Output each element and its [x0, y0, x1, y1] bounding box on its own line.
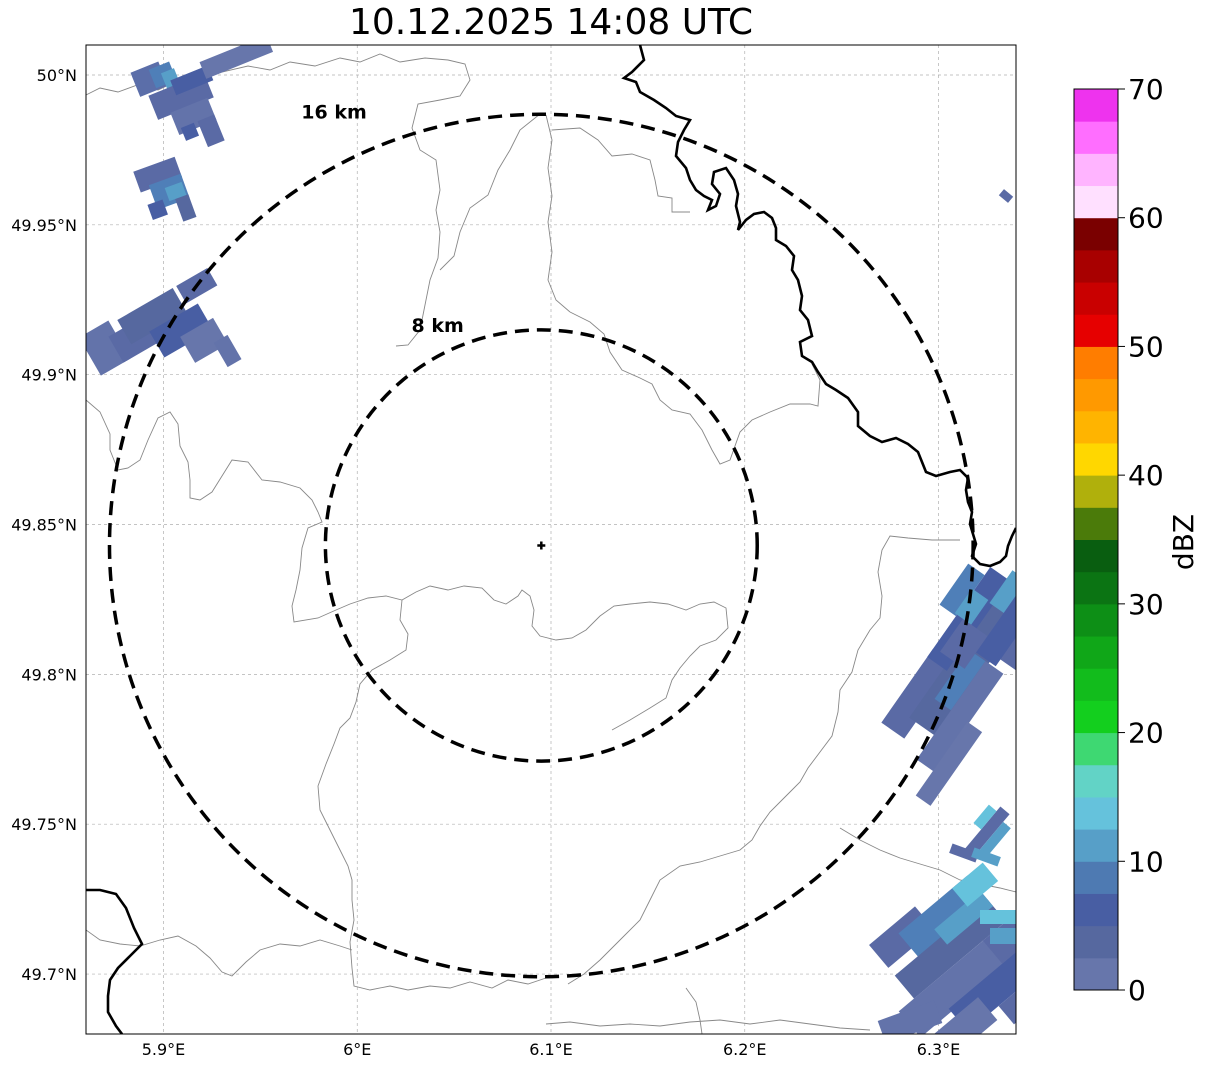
colorbar-segment: [1074, 475, 1118, 508]
colorbar-tick-label: 70: [1128, 73, 1164, 106]
gridlines: [86, 45, 1016, 1034]
colorbar-segment: [1074, 764, 1118, 798]
colorbar-segment: [1074, 153, 1118, 187]
colorbar-segment: [1074, 571, 1118, 605]
colorbar-segment: [1074, 507, 1118, 540]
range-ring-label: 16 km: [301, 102, 367, 124]
colorbar-segment: [1074, 732, 1118, 766]
colorbar-tick-label: 60: [1128, 202, 1164, 235]
colorbar-tick-label: 30: [1128, 588, 1164, 621]
lat-tick-label: 49.9°N: [21, 366, 77, 385]
lat-tick-label: 49.8°N: [21, 665, 77, 684]
colorbar-segment: [1074, 603, 1118, 637]
colorbar-segment: [1074, 442, 1118, 476]
colorbar-segment: [1074, 829, 1118, 862]
lon-tick-label: 6.2°E: [723, 1040, 767, 1059]
lon-tick-label: 6°E: [343, 1040, 371, 1059]
colorbar-segment: [1074, 539, 1118, 573]
lat-tick-label: 49.7°N: [21, 965, 77, 984]
colorbar-tick-label: 20: [1128, 717, 1164, 750]
colorbar: 0 10 20 30 40 50 60 70: [1073, 73, 1164, 1007]
lat-tick-label: 49.85°N: [11, 516, 77, 535]
colorbar-segment: [1074, 957, 1118, 991]
colorbar-segment: [1074, 636, 1118, 669]
colorbar-tick-label: 40: [1128, 459, 1164, 492]
radar-echoes: [86, 45, 1016, 1034]
lat-tick-labels: 50°N 49.95°N 49.9°N 49.85°N 49.8°N 49.75°N 49.…: [11, 66, 77, 984]
colorbar-frame: [1073, 88, 1119, 991]
colorbar-segment: [1074, 217, 1118, 251]
map-title: 10.12.2025 14:08 UTC: [348, 2, 754, 43]
lon-tick-label: 6.1°E: [529, 1040, 573, 1059]
lon-tick-label: 6.3°E: [917, 1040, 961, 1059]
colorbar-segment: [1074, 668, 1118, 701]
colorbar-segment: [1074, 282, 1118, 315]
colorbar-tick-label: 50: [1128, 330, 1164, 363]
colorbar-segment: [1074, 861, 1118, 894]
colorbar-segment: [1074, 121, 1118, 154]
range-ring: [323, 328, 759, 763]
lon-tick-label: 5.9°E: [142, 1040, 186, 1059]
lat-tick-label: 49.95°N: [11, 216, 77, 235]
colorbar-segment: [1074, 346, 1118, 380]
range-rings: 8 km 16 km: [107, 102, 975, 979]
colorbar-label: dBZ: [1167, 514, 1200, 570]
range-ring: [107, 112, 975, 979]
colorbar-segment: [1074, 185, 1118, 219]
colorbar-segment: [1074, 314, 1118, 347]
map-frame: [85, 44, 1017, 1035]
colorbar-segment: [1074, 89, 1118, 122]
colorbar-segment: [1074, 410, 1118, 444]
colorbar-segment: [1074, 378, 1118, 412]
colorbar-segment: [1074, 796, 1118, 830]
colorbar-tick-label: 0: [1128, 974, 1146, 1007]
colorbar-segment: [1074, 249, 1118, 283]
colorbar-tick-label: 10: [1128, 845, 1164, 878]
lat-tick-label: 50°N: [37, 66, 77, 85]
colorbar-segment: [1074, 700, 1118, 734]
radar-site-marker: [537, 541, 546, 550]
range-ring-label: 8 km: [412, 315, 464, 337]
lat-tick-label: 49.75°N: [11, 815, 77, 834]
colorbar-segment: [1074, 893, 1118, 927]
colorbar-segment: [1074, 925, 1118, 959]
lon-tick-labels: 5.9°E 6°E 6.1°E 6.2°E 6.3°E: [142, 1040, 961, 1059]
district-borders: [86, 53, 1016, 1034]
